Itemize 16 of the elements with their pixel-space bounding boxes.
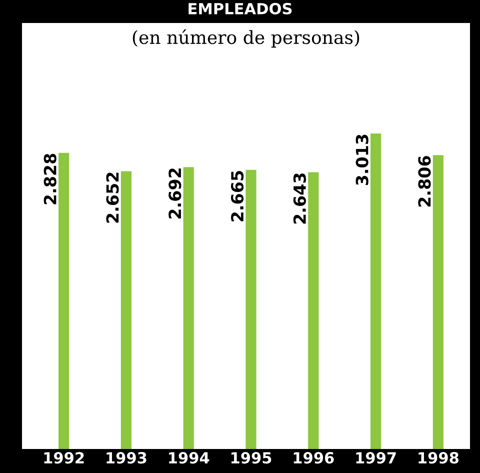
chart-title: EMPLEADOS	[188, 2, 292, 14]
data-label: 2.665	[230, 171, 244, 222]
x-tick-label: 1995	[231, 452, 272, 464]
x-tick-label: 1998	[418, 452, 458, 464]
x-tick-label: 1992	[44, 452, 84, 464]
data-label: 3.013	[356, 134, 368, 186]
x-tick-label: 1994	[169, 452, 210, 464]
data-label: 2.652	[106, 172, 119, 223]
chart-subtitle: (en número de personas)	[132, 29, 360, 48]
x-tick-label: 1996	[294, 452, 334, 464]
data-label: 2.806	[418, 156, 431, 207]
data-label: 2.692	[168, 168, 182, 218]
x-tick-label: 1993	[106, 452, 146, 464]
data-label: 2.643	[293, 174, 306, 224]
data-label: 2.828	[44, 154, 56, 204]
x-tick-label: 1997	[356, 452, 396, 464]
